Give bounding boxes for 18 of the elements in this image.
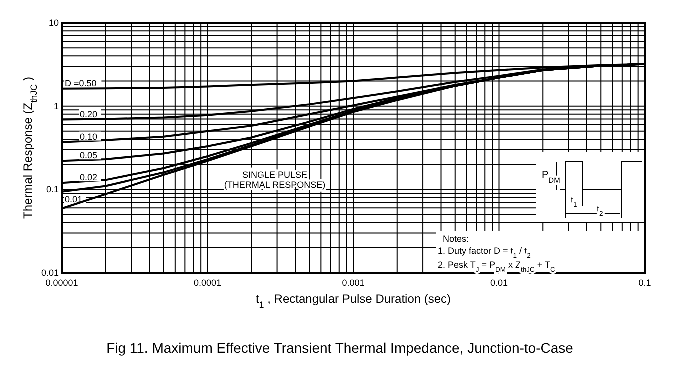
series-label: 0.02	[80, 172, 98, 183]
y-tick-label: 10	[48, 18, 59, 28]
series-label: 0.10	[80, 132, 98, 142]
series-label: 0.05	[80, 150, 98, 161]
x-tick-label: 0.0001	[194, 278, 222, 288]
y-tick-label: 0.1	[46, 184, 59, 195]
x-tick-label: 0.01	[490, 278, 508, 288]
annotation: Notes:	[443, 234, 470, 244]
y-tick-label: 1	[54, 101, 59, 112]
x-tick-label: 0.1	[638, 278, 652, 288]
text: Fig 11. Maximum Effective Transient Thermal Impedance, Junction-to-Case	[106, 340, 574, 356]
x-axis-title: t$_{1}$ , Rectangular Pulse Duration (sec)	[256, 292, 452, 310]
y-tick-label: 0.01	[41, 268, 59, 278]
x-tick-label: 0.00001	[46, 278, 78, 288]
x-tick-label: 0.001	[342, 278, 365, 288]
series-label: 0.20	[80, 109, 98, 120]
series-label: 0.01	[65, 194, 83, 204]
series-label: D =0.50	[65, 78, 97, 88]
